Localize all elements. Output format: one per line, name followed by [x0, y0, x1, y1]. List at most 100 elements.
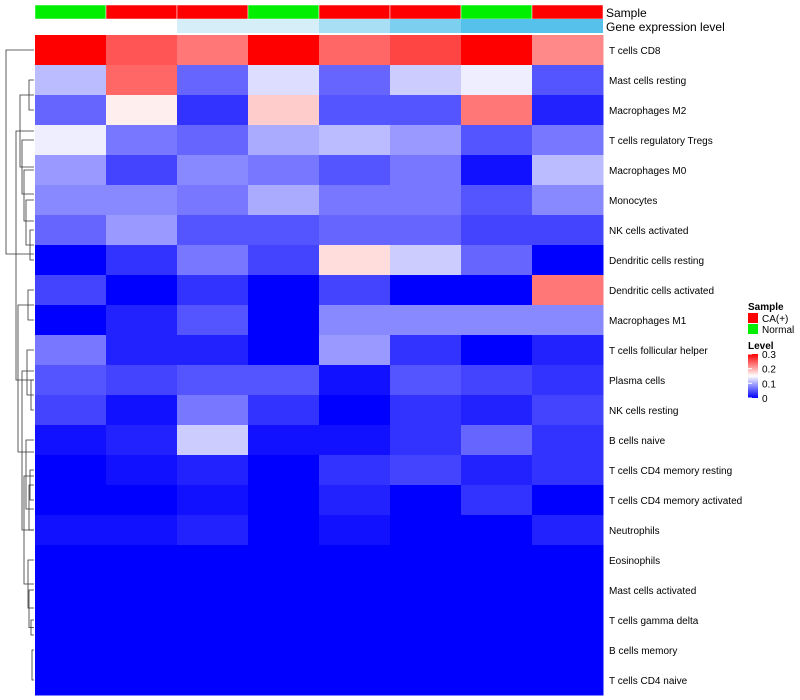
dendrogram-branch	[5, 49, 34, 255]
legend-sample-items: CA(+)Normal	[748, 313, 794, 336]
heatmap-cell	[532, 395, 604, 426]
heatmap-cell	[461, 575, 533, 606]
heatmap-cell	[461, 185, 533, 216]
heatmap-cell	[177, 605, 249, 636]
heatmap-cell	[390, 635, 462, 666]
heatmap-cell	[390, 575, 462, 606]
heatmap-cell	[106, 545, 178, 576]
heatmap-cell	[319, 605, 391, 636]
heatmap-cell	[532, 545, 604, 576]
row-label: T cells CD4 naive	[609, 676, 688, 687]
heatmap-cell	[106, 575, 178, 606]
level-tick-label: 0.3	[762, 350, 776, 361]
row-label: B cells memory	[609, 646, 677, 657]
heatmap-cell	[390, 365, 462, 396]
heatmap-cell	[248, 95, 320, 126]
heatmap-cell	[461, 125, 533, 156]
heatmap-cell	[177, 575, 249, 606]
dendrogram-branch	[28, 589, 34, 628]
heatmap-cell	[532, 335, 604, 366]
heatmap-cell	[177, 245, 249, 276]
row-label: Macrophages M1	[609, 316, 687, 327]
dendrogram-branch	[25, 439, 34, 510]
heatmap-cell	[390, 155, 462, 186]
heatmap-cell	[461, 425, 533, 456]
dendrogram-branch	[31, 649, 34, 681]
heatmap-cell	[248, 485, 320, 516]
dendrogram-branch	[21, 370, 34, 531]
heatmap-cell	[248, 545, 320, 576]
heatmap-cell	[248, 515, 320, 546]
heatmap-cell	[177, 425, 249, 456]
heatmap-cell	[35, 65, 107, 96]
row-label: T cells CD8	[609, 46, 661, 57]
sample-annotation-track	[34, 4, 604, 20]
heatmap-cell	[461, 365, 533, 396]
sample-track-cell	[318, 4, 391, 20]
heatmap-cell	[248, 365, 320, 396]
expression-track-cell	[248, 19, 319, 33]
heatmap-cell	[461, 275, 533, 306]
heatmap-cell	[319, 155, 391, 186]
heatmap-cell	[177, 515, 249, 546]
heatmap-cell	[532, 305, 604, 336]
heatmap-cell	[461, 455, 533, 486]
heatmap-cell	[106, 605, 178, 636]
heatmap-cell	[106, 515, 178, 546]
heatmap-cell	[177, 665, 249, 696]
dendrogram-branch	[17, 304, 34, 453]
dendrogram-branch	[26, 349, 34, 396]
expression-track-cell	[106, 19, 177, 33]
heatmap-cell	[177, 485, 249, 516]
heatmap-cell	[319, 635, 391, 666]
heatmap-cell	[248, 305, 320, 336]
heatmap-cell	[461, 665, 533, 696]
legend-swatch	[748, 324, 758, 334]
row-label: Neutrophils	[609, 526, 660, 537]
heatmap-cell	[248, 605, 320, 636]
sample-track-cell	[34, 4, 107, 20]
row-label: T cells gamma delta	[609, 616, 699, 627]
heatmap-cell	[248, 245, 320, 276]
heatmap-cell	[461, 155, 533, 186]
heatmap-cell	[319, 455, 391, 486]
heatmap-cell	[177, 155, 249, 186]
heatmap-cell	[461, 95, 533, 126]
heatmap-cell	[390, 335, 462, 366]
heatmap-cell	[35, 215, 107, 246]
heatmap-cell	[35, 485, 107, 516]
heatmap-cell	[461, 515, 533, 546]
heatmap-cell	[390, 65, 462, 96]
heatmap-cell	[248, 65, 320, 96]
heatmap-cell	[319, 65, 391, 96]
heatmap-cell	[390, 215, 462, 246]
sample-track-cell	[389, 4, 462, 20]
heatmap-cell	[35, 395, 107, 426]
heatmap-cell	[532, 455, 604, 486]
heatmap-cell	[532, 65, 604, 96]
heatmap-cell	[390, 425, 462, 456]
heatmap-cell	[177, 635, 249, 666]
heatmap-cell	[532, 185, 604, 216]
row-label: Mast cells resting	[609, 76, 686, 87]
heatmap-cell	[106, 305, 178, 336]
expression-annotation-track	[35, 19, 603, 33]
heatmap-cell	[532, 515, 604, 546]
expression-track-cell	[35, 19, 106, 33]
sample-track-cell	[460, 4, 533, 20]
heatmap-cell	[390, 185, 462, 216]
heatmap-cell	[248, 125, 320, 156]
heatmap-cell	[35, 275, 107, 306]
heatmap-cell	[319, 665, 391, 696]
row-label: Macrophages M0	[609, 166, 687, 177]
heatmap-cell	[177, 335, 249, 366]
heatmap-cell	[106, 335, 178, 366]
expression-track-cell	[177, 19, 248, 33]
heatmap-cell	[177, 275, 249, 306]
row-label: T cells follicular helper	[609, 346, 708, 357]
legend-sample-title: Sample	[748, 302, 784, 313]
sample-track-title: Sample	[606, 6, 647, 20]
row-label: Dendritic cells activated	[609, 286, 714, 297]
heatmap-cell	[35, 365, 107, 396]
